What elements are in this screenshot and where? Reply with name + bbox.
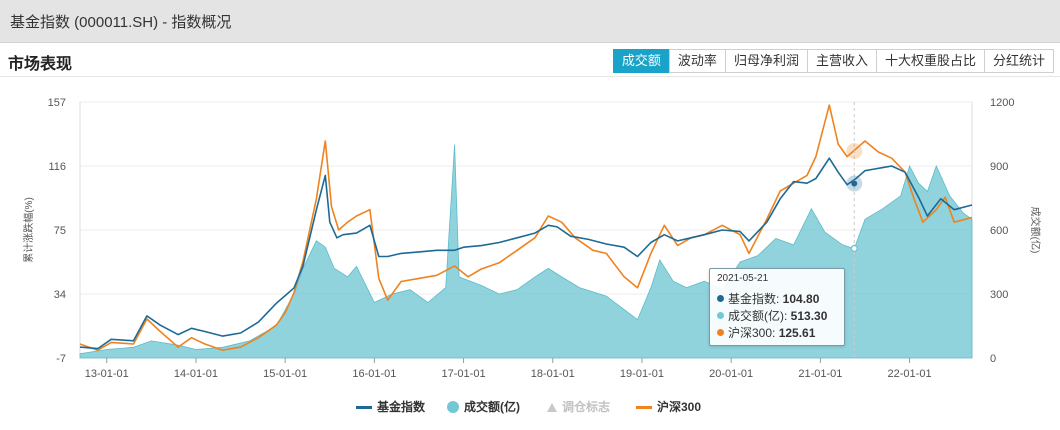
volume-dot-icon — [717, 312, 724, 319]
y-right-tick-label: 600 — [990, 225, 1008, 237]
tab-top10-weight[interactable]: 十大权重股占比 — [875, 49, 985, 73]
line-icon — [356, 405, 372, 409]
tooltip-date: 2021-05-21 — [717, 273, 769, 284]
y-right-tick-label: 300 — [990, 289, 1008, 301]
tooltip-label-index: 基金指数: — [728, 292, 783, 306]
tooltip-row-volume: 成交额(亿): 513.30 — [717, 307, 827, 324]
y-left-tick-label: 157 — [48, 97, 66, 109]
x-tick-label: 14-01-01 — [174, 368, 218, 380]
index-hover-point — [851, 180, 858, 187]
tooltip-value-hs300: 125.61 — [778, 326, 816, 340]
window-title: 基金指数 (000011.SH) - 指数概况 — [10, 14, 232, 31]
section-title: 市场表现 — [8, 56, 73, 73]
legend-item-rebalance[interactable]: 调仓标志 — [547, 398, 610, 416]
tooltip-label-hs300: 沪深300: — [728, 326, 779, 340]
tooltip-label-volume: 成交额(亿): — [728, 309, 791, 323]
tab-volatility[interactable]: 波动率 — [668, 49, 726, 73]
tooltip-row-index: 基金指数: 104.80 — [717, 290, 819, 307]
tab-net-profit[interactable]: 归母净利润 — [724, 49, 808, 73]
window-titlebar: 基金指数 (000011.SH) - 指数概况 — [0, 0, 1060, 43]
metric-tabs: 成交额 波动率 归母净利润 主营收入 十大权重股占比 分红统计 — [612, 49, 1054, 73]
y-left-tick-label: 34 — [54, 289, 66, 301]
x-tick-label: 13-01-01 — [85, 368, 129, 380]
y-right-tick-label: 0 — [990, 353, 996, 365]
tooltip-value-volume: 513.30 — [790, 309, 828, 323]
section-divider — [0, 76, 1060, 77]
y-left-tick-label: 75 — [54, 225, 66, 237]
tab-volume[interactable]: 成交额 — [612, 49, 670, 73]
volume-hover-point — [850, 244, 859, 253]
circle-icon — [447, 401, 459, 413]
x-tick-label: 21-01-01 — [798, 368, 842, 380]
legend-label-volume: 成交额(亿) — [464, 400, 520, 414]
x-tick-label: 18-01-01 — [531, 368, 575, 380]
legend-item-hs300[interactable]: 沪深300 — [636, 398, 701, 416]
tooltip-value-index: 104.80 — [782, 292, 820, 306]
tab-revenue[interactable]: 主营收入 — [806, 49, 877, 73]
line-icon — [636, 405, 652, 409]
hs300-line — [79, 104, 973, 351]
hs300-hover-marker — [846, 142, 863, 159]
x-tick-label: 16-01-01 — [352, 368, 396, 380]
x-tick-label: 20-01-01 — [709, 368, 753, 380]
index-dot-icon — [717, 295, 724, 302]
legend-item-volume[interactable]: 成交额(亿) — [447, 398, 520, 416]
legend-label-rebalance: 调仓标志 — [562, 400, 611, 414]
chart-tooltip: 2021-05-21 基金指数: 104.80 成交额(亿): 513.30 沪… — [709, 268, 845, 346]
tooltip-row-hs300: 沪深300: 125.61 — [717, 324, 815, 341]
chart-legend: 基金指数 成交额(亿) 调仓标志 沪深300 — [0, 398, 1060, 418]
y-right-axis-title: 成交额(亿) — [1029, 207, 1042, 254]
market-performance-chart[interactable]: 157 1200 116 900 75 600 34 300 -7 0 13-01-01 14-01-… — [0, 80, 1060, 392]
tab-dividend[interactable]: 分红统计 — [983, 49, 1054, 73]
y-left-tick-label: 116 — [48, 161, 66, 173]
y-left-tick-label: -7 — [56, 353, 66, 365]
x-tick-label: 22-01-01 — [888, 368, 932, 380]
index-line — [79, 157, 973, 350]
y-right-tick-label: 900 — [990, 161, 1008, 173]
legend-label-index: 基金指数 — [377, 400, 426, 414]
y-right-tick-label: 1200 — [990, 97, 1014, 109]
x-tick-label: 19-01-01 — [620, 368, 664, 380]
triangle-icon — [547, 402, 557, 412]
y-left-axis-title: 累计涨跌幅(%) — [22, 197, 35, 263]
legend-item-index[interactable]: 基金指数 — [356, 398, 425, 416]
legend-label-hs300: 沪深300 — [657, 400, 702, 414]
x-tick-label: 17-01-01 — [442, 368, 486, 380]
x-tick-label: 15-01-01 — [263, 368, 307, 380]
hs300-dot-icon — [717, 329, 724, 336]
